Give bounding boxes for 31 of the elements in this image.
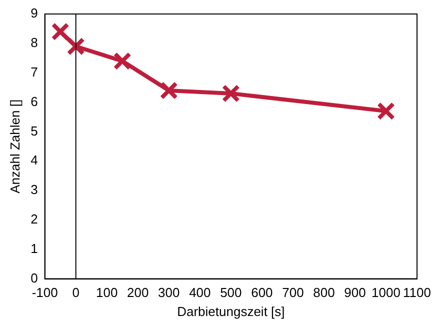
x-tick-label: -100 [32, 285, 58, 300]
x-tick-label: 0 [72, 285, 80, 300]
x-tick-label: 1000 [372, 285, 400, 300]
x-tick-label: 400 [189, 285, 211, 300]
y-tick-label: 2 [30, 212, 38, 227]
y-tick-label: 1 [30, 240, 38, 256]
x-tick-label: 1100 [403, 285, 432, 300]
x-tick-label: 600 [251, 285, 273, 300]
y-tick-label: 9 [30, 6, 38, 21]
y-tick-label: 3 [30, 182, 38, 198]
y-axis-title: Anzahl Zahlen [] [7, 99, 22, 194]
y-tick-label: 7 [30, 64, 38, 80]
point [113, 52, 132, 70]
point [66, 37, 85, 56]
x-tick-label: 500 [220, 285, 242, 300]
point [51, 22, 70, 41]
x-tick-label: 200 [127, 285, 149, 300]
x-tick-label: 300 [158, 285, 180, 300]
x-axis-title: Darbietungszeit [s] [177, 304, 285, 319]
x-tick-label: 700 [282, 285, 304, 300]
point [376, 102, 396, 120]
point [222, 84, 240, 103]
y-tick-label: 5 [30, 123, 38, 138]
y-tick-label: 6 [30, 94, 38, 109]
y-tick-label: 0 [30, 270, 38, 286]
point [160, 81, 178, 100]
x-tick-label: 800 [313, 285, 335, 300]
y-tick-label: 4 [30, 152, 38, 168]
x-tick-label: 900 [344, 285, 366, 300]
y-tick-label: 8 [30, 35, 38, 50]
x-tick-label: 100 [96, 285, 118, 300]
